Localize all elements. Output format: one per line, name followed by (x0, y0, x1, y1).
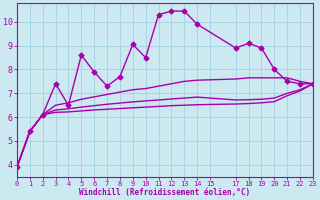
X-axis label: Windchill (Refroidissement éolien,°C): Windchill (Refroidissement éolien,°C) (79, 188, 251, 197)
